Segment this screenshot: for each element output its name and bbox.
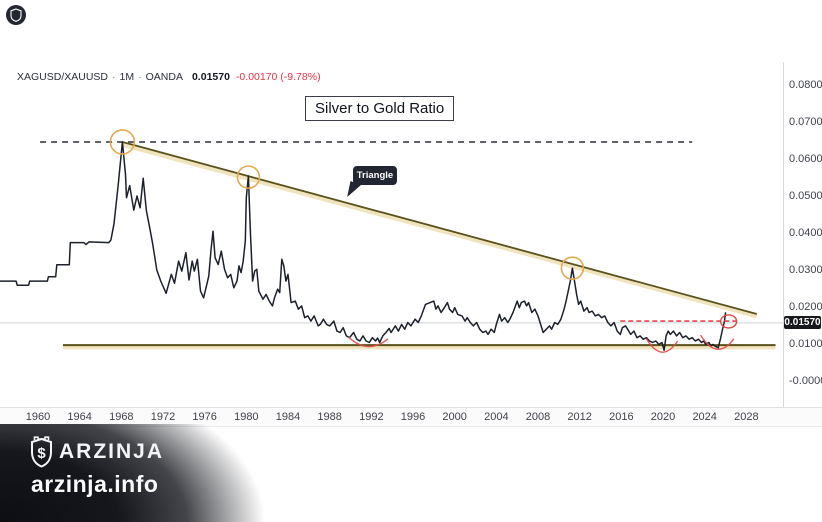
peak-circle-2011[interactable] (560, 256, 585, 280)
time-axis-label: 2004 (484, 411, 509, 423)
time-axis[interactable]: 1960 1964 1968 1972 1976 1980 1984 1988 1992 1996… (0, 407, 822, 427)
triangle-pattern-label-text: Triangle (356, 170, 394, 181)
svg-text:$: $ (37, 445, 46, 462)
time-axis-label: 1996 (400, 411, 426, 423)
symbol-name[interactable]: XAGUSD/XAUUSD (17, 71, 109, 83)
watermark-brand-name: ARZINJA (59, 439, 165, 463)
arzinja-shield-icon: $ (31, 436, 52, 468)
time-axis-label: 2024 (692, 411, 717, 423)
time-axis-label: 1960 (25, 411, 51, 423)
time-axis-label: 2000 (442, 411, 467, 423)
time-axis-label: 1972 (150, 411, 176, 423)
time-axis-label: 2008 (525, 411, 551, 423)
price-axis-label: 0.01000 (789, 338, 822, 350)
data-source-label[interactable]: OANDA (145, 71, 183, 83)
red-breakout-ellipse[interactable] (719, 314, 738, 329)
price-change-value: -0.00170 (-9.78%) (235, 71, 321, 83)
site-logo-mini (6, 5, 26, 25)
red-rounding-arc-2[interactable] (645, 338, 679, 353)
current-price-tag: 0.01570 (784, 316, 821, 330)
price-axis-label: -0.00000 (789, 375, 822, 387)
red-rounding-arc-1[interactable] (347, 336, 389, 348)
watermark-gradient: $ ARZINJA arzinja.info (0, 424, 350, 522)
time-axis-label: 2020 (650, 411, 676, 423)
peak-circle-1980[interactable] (236, 165, 261, 189)
watermark-website: arzinja.info (31, 471, 159, 497)
chart-title-annotation[interactable]: Silver to Gold Ratio (305, 96, 455, 121)
triangle-upper-trendline[interactable] (122, 141, 758, 315)
time-axis-label: 1976 (192, 411, 217, 423)
time-axis-label: 1984 (275, 411, 301, 423)
triangle-pattern-label[interactable]: Triangle (353, 166, 397, 185)
triangle-upper-trendline-glow (121, 142, 758, 319)
price-series-line[interactable] (0, 141, 727, 352)
time-axis-label: 2016 (609, 411, 634, 423)
watermark-brand-row: $ ARZINJA (30, 435, 164, 468)
time-axis-label: 1980 (234, 411, 259, 423)
time-axis-label: 1964 (67, 411, 92, 423)
time-axis-label: 1968 (109, 411, 134, 423)
separator-dot: · (138, 71, 142, 83)
price-axis-separator (783, 62, 784, 408)
last-price-value: 0.01570 (191, 71, 230, 83)
time-axis-label: 2012 (567, 411, 592, 423)
symbol-info-bar[interactable]: XAGUSD/XAUUSD · 1M · OANDA 0.01570 -0.00170 (-… (17, 71, 321, 83)
shield-icon (10, 8, 22, 22)
time-axis-label: 1992 (359, 411, 384, 423)
separator-dot: · (112, 71, 116, 83)
time-axis-label: 1988 (317, 411, 342, 423)
time-axis-label: 2028 (734, 411, 759, 423)
red-rounding-arc-3[interactable] (699, 334, 735, 350)
peak-circle-1968[interactable] (109, 129, 136, 155)
timeframe-label[interactable]: 1M (119, 71, 135, 83)
